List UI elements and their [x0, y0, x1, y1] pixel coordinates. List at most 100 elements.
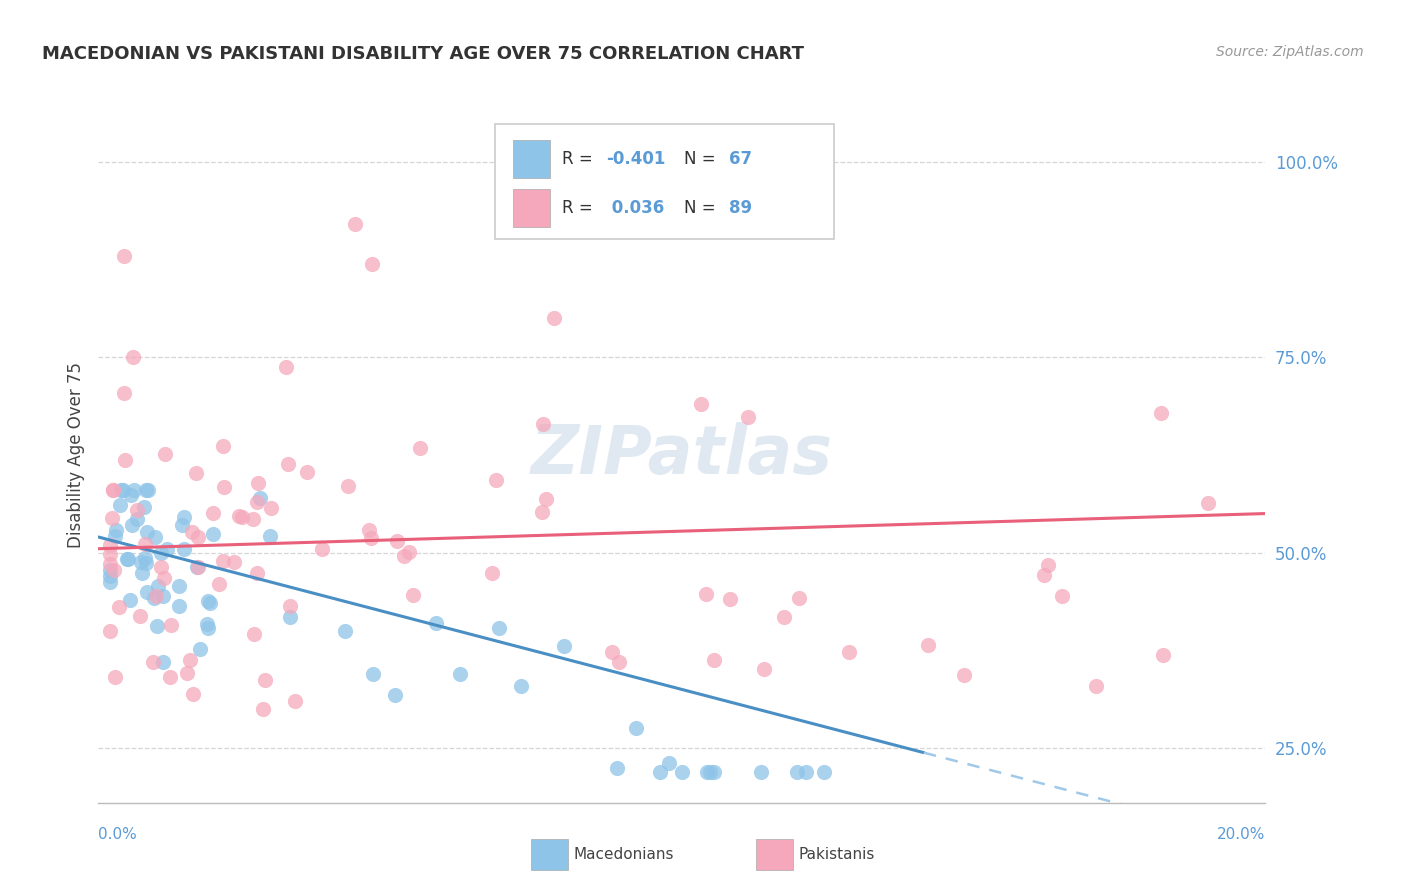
Point	[125, 512, 148, 526]
Point	[699, 764, 721, 779]
Point	[284, 694, 307, 708]
Point	[278, 609, 301, 624]
Point	[112, 483, 135, 497]
Point	[703, 764, 725, 779]
Point	[142, 655, 165, 669]
Point	[402, 588, 425, 602]
Point	[488, 622, 510, 636]
Point	[125, 502, 148, 516]
Point	[135, 585, 157, 599]
Point	[135, 483, 157, 497]
Point	[110, 498, 132, 512]
Point	[786, 764, 808, 779]
Point	[246, 566, 269, 580]
Point	[103, 483, 125, 498]
Point	[98, 568, 121, 582]
Text: MACEDONIAN VS PAKISTANI DISABILITY AGE OVER 75 CORRELATION CHART: MACEDONIAN VS PAKISTANI DISABILITY AGE O…	[42, 45, 804, 62]
Point	[120, 592, 142, 607]
Point	[787, 591, 810, 605]
Point	[101, 511, 124, 525]
Point	[277, 457, 299, 471]
Point	[104, 523, 127, 537]
Text: N =: N =	[685, 199, 721, 217]
Point	[201, 527, 224, 541]
Point	[136, 483, 159, 497]
Point	[129, 555, 152, 569]
Text: 20.0%: 20.0%	[1218, 827, 1265, 841]
Point	[115, 552, 138, 566]
Point	[145, 619, 167, 633]
Text: R =: R =	[562, 150, 598, 169]
Point	[121, 518, 143, 533]
Point	[104, 670, 127, 684]
Point	[98, 547, 121, 561]
Point	[170, 518, 193, 533]
Point	[134, 500, 156, 515]
Point	[98, 538, 121, 552]
Point	[187, 530, 209, 544]
Point	[135, 556, 157, 570]
Point	[179, 653, 201, 667]
Point	[408, 441, 430, 455]
Point	[360, 531, 382, 545]
Point	[671, 764, 693, 779]
Point	[197, 621, 219, 635]
Point	[813, 764, 835, 779]
FancyBboxPatch shape	[495, 124, 834, 239]
Point	[600, 644, 623, 658]
Point	[531, 417, 554, 432]
Text: N =: N =	[685, 150, 721, 169]
Point	[202, 506, 225, 520]
Point	[696, 764, 718, 779]
Point	[156, 541, 179, 556]
Point	[658, 756, 681, 770]
Point	[690, 397, 713, 411]
Point	[311, 542, 333, 557]
Point	[146, 579, 169, 593]
Point	[394, 549, 416, 563]
Point	[749, 764, 772, 779]
Point	[188, 641, 211, 656]
Point	[343, 217, 366, 231]
Point	[173, 542, 195, 557]
Point	[134, 537, 156, 551]
Point	[361, 256, 384, 270]
Point	[543, 311, 565, 326]
Point	[98, 557, 121, 571]
Point	[606, 761, 628, 775]
Point	[917, 638, 939, 652]
Point	[336, 479, 359, 493]
Point	[136, 524, 159, 539]
Point	[703, 653, 725, 667]
Point	[952, 668, 974, 682]
Point	[243, 627, 266, 641]
Point	[195, 617, 218, 632]
Point	[249, 491, 271, 506]
Point	[208, 577, 231, 591]
Point	[387, 534, 409, 549]
Text: 0.036: 0.036	[606, 199, 664, 217]
Point	[186, 560, 208, 574]
Point	[114, 453, 136, 467]
Point	[425, 616, 447, 631]
Point	[295, 465, 318, 479]
Text: Macedonians: Macedonians	[574, 847, 673, 862]
Point	[1033, 568, 1056, 582]
Point	[153, 571, 176, 585]
Point	[1150, 406, 1173, 420]
Point	[737, 410, 759, 425]
Point	[510, 680, 533, 694]
Point	[794, 764, 817, 779]
Point	[169, 599, 191, 613]
Point	[152, 656, 174, 670]
Point	[134, 551, 156, 566]
Point	[167, 579, 190, 593]
Point	[228, 508, 250, 523]
Point	[176, 665, 198, 680]
Point	[252, 702, 274, 716]
Text: ZIPatlas: ZIPatlas	[531, 422, 832, 488]
Text: R =: R =	[562, 199, 598, 217]
Point	[187, 559, 209, 574]
Point	[648, 764, 671, 779]
Point	[231, 509, 253, 524]
